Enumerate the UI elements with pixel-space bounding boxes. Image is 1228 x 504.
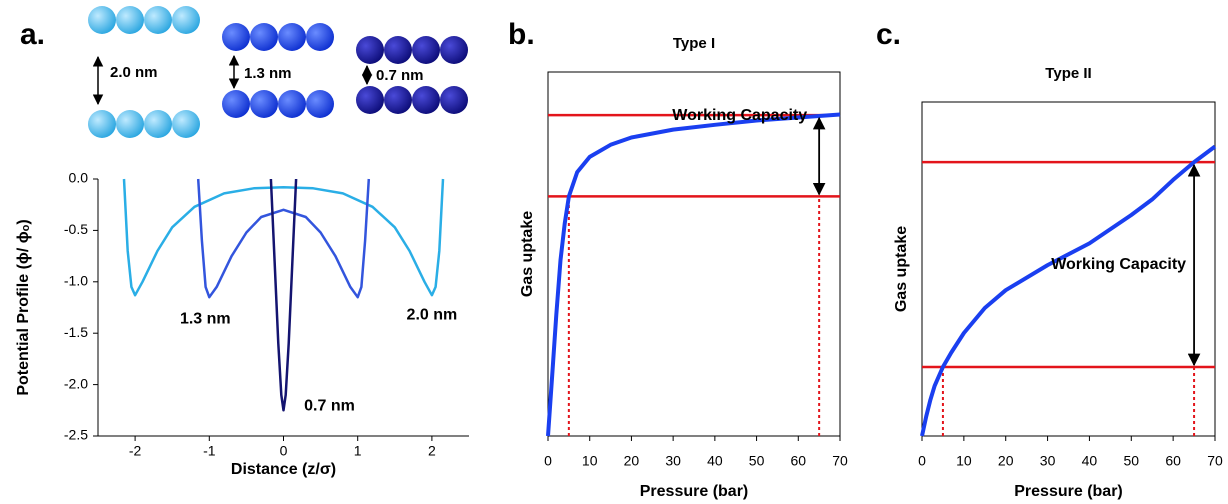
panel-label: b. (508, 18, 535, 51)
y-axis-label: Gas uptake (893, 226, 910, 312)
atom (88, 110, 116, 138)
atom (306, 90, 334, 118)
x-axis-label: Pressure (bar) (640, 483, 749, 500)
x-tick-label: 20 (998, 453, 1014, 469)
x-tick-label: 50 (749, 453, 765, 469)
x-tick-label: 70 (1207, 453, 1223, 469)
y-axis-label: Gas uptake (519, 211, 536, 297)
y-axis-label: Potential Profile (ϕ/ ϕₒ) (15, 219, 32, 395)
plot-frame (547, 71, 841, 437)
atom (440, 36, 468, 64)
x-tick-label: 60 (790, 453, 806, 469)
atom (384, 86, 412, 114)
pore-illustration (88, 6, 468, 138)
atom (222, 90, 250, 118)
atom (384, 36, 412, 64)
x-tick-label: 40 (1082, 453, 1098, 469)
series-label: 0.7 nm (304, 398, 355, 415)
series-label: 2.0 nm (407, 306, 458, 323)
x-tick-label: 10 (582, 453, 598, 469)
atom (172, 110, 200, 138)
y-tick-label: -2.5 (64, 427, 88, 443)
data-line (920, 144, 1217, 437)
y-tick-label: -1.5 (64, 324, 88, 340)
x-tick-label: 0 (280, 443, 288, 459)
panel-label: a. (20, 18, 45, 51)
x-tick-label: 0 (544, 453, 552, 469)
x-axis-label: Distance (z/σ) (231, 461, 336, 478)
annotation: Working Capacity (1051, 256, 1186, 273)
y-tick-label: 0.0 (69, 170, 89, 186)
y-tick-label: -1.0 (64, 273, 88, 289)
atom (88, 6, 116, 34)
atom (116, 110, 144, 138)
atom (172, 6, 200, 34)
x-tick-label: 40 (707, 453, 723, 469)
atom (250, 90, 278, 118)
x-tick-label: 60 (1165, 453, 1181, 469)
chart-title: Type II (1045, 65, 1091, 82)
atom (440, 86, 468, 114)
atom (356, 86, 384, 114)
atom (412, 36, 440, 64)
atom (144, 6, 172, 34)
data-line (122, 178, 445, 297)
x-tick-label: 50 (1123, 453, 1139, 469)
pore-label: 1.3 nm (244, 65, 292, 82)
x-tick-label: 30 (665, 453, 681, 469)
x-axis-label: Pressure (bar) (1014, 483, 1123, 500)
x-tick-label: 2 (428, 443, 436, 459)
x-tick-label: 70 (832, 453, 848, 469)
data-line (196, 178, 371, 299)
x-tick-label: 1 (354, 443, 362, 459)
series-label: 1.3 nm (180, 310, 231, 327)
atom (356, 36, 384, 64)
atom (144, 110, 172, 138)
chart-title: Type I (673, 35, 715, 52)
y-tick-label: -0.5 (64, 221, 88, 237)
atom (222, 23, 250, 51)
atom (278, 90, 306, 118)
atom (116, 6, 144, 34)
atom (250, 23, 278, 51)
panel-label: c. (876, 18, 901, 51)
x-tick-label: 30 (1040, 453, 1056, 469)
x-tick-label: -2 (129, 443, 142, 459)
x-tick-label: -1 (203, 443, 216, 459)
data-line (546, 112, 841, 437)
data-line (269, 178, 298, 412)
pore-label: 2.0 nm (110, 64, 158, 81)
x-tick-label: 10 (956, 453, 972, 469)
atom (278, 23, 306, 51)
y-tick-label: -2.0 (64, 375, 88, 391)
atom (412, 86, 440, 114)
annotation: Working Capacity (672, 107, 807, 124)
x-tick-label: 0 (918, 453, 926, 469)
plot-frame (921, 101, 1216, 437)
x-tick-label: 20 (624, 453, 640, 469)
atom (306, 23, 334, 51)
pore-label: 0.7 nm (376, 67, 424, 84)
